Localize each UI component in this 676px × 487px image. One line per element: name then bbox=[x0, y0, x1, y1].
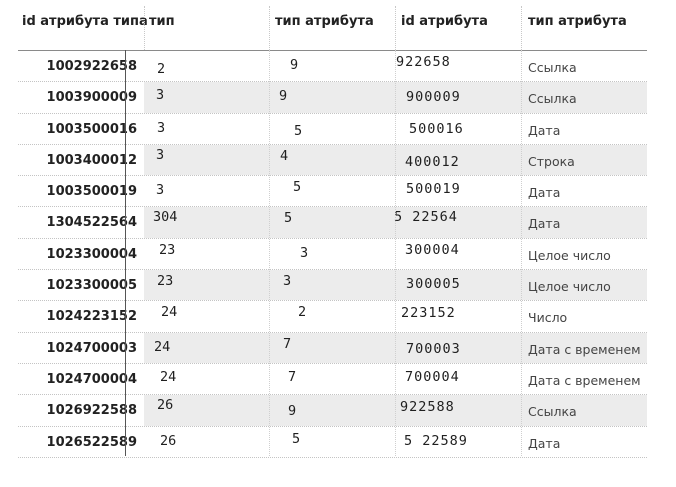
cell-type: 3 bbox=[156, 182, 165, 199]
cell-type: 26 bbox=[157, 397, 174, 414]
cell-attr-type-name: Целое число bbox=[528, 247, 611, 263]
id-column-divider bbox=[125, 50, 126, 456]
cell-type: 3 bbox=[157, 119, 166, 136]
table-row: 1304522564 304 5 5 22564 Дата bbox=[18, 207, 647, 239]
header-type: тип bbox=[149, 14, 175, 29]
cell-attr-id: 700003 bbox=[406, 340, 461, 357]
cell-attr-type-id: 1026922588 bbox=[46, 403, 137, 419]
cell-attr-type-id: 1024700004 bbox=[46, 371, 137, 387]
cell-attr-type: 9 bbox=[279, 88, 288, 105]
cell-attr-type: 5 bbox=[294, 122, 303, 139]
cell-attr-type-name: Ссылка bbox=[528, 404, 577, 420]
table-row: 1003500016 3 5 500016 Дата bbox=[18, 114, 647, 145]
cell-attr-type: 5 bbox=[292, 430, 301, 447]
attribute-table: id атрибута типа тип тип атрибута id атр… bbox=[18, 0, 647, 458]
cell-type: 24 bbox=[154, 338, 171, 355]
cell-attr-type-name: Целое число bbox=[528, 279, 611, 295]
cell-type: 24 bbox=[161, 304, 178, 321]
cell-attr-id: 922588 bbox=[400, 399, 455, 416]
cell-attr-type-id: 1003500019 bbox=[46, 184, 137, 200]
header-divider bbox=[521, 6, 522, 50]
header-divider bbox=[269, 6, 270, 50]
cell-attr-type-name: Ссылка bbox=[528, 60, 577, 75]
cell-attr-type: 7 bbox=[283, 335, 292, 352]
cell-type: 23 bbox=[157, 273, 174, 290]
table-row: 1023300004 23 3 300004 Целое число bbox=[18, 239, 647, 271]
table-row: 1026522589 26 5 5 22589 Дата bbox=[18, 427, 647, 458]
cell-attr-id: 5 22564 bbox=[394, 209, 458, 226]
cell-attr-id: 922658 bbox=[396, 54, 451, 70]
cell-attr-id: 400012 bbox=[405, 153, 460, 170]
cell-attr-type: 9 bbox=[290, 57, 299, 73]
table-body: 1002922658 2 9 922658 Ссылка 1003900009 3 9 9000… bbox=[18, 51, 647, 458]
cell-attr-type-id: 1304522564 bbox=[46, 215, 137, 231]
cell-attr-type-id: 1026522589 bbox=[46, 434, 137, 450]
cell-attr-type-id: 1024700003 bbox=[46, 340, 137, 356]
cell-attr-type-name: Ссылка bbox=[528, 91, 577, 107]
cell-attr-id: 5 22589 bbox=[404, 432, 468, 449]
cell-type: 26 bbox=[160, 432, 177, 449]
cell-attr-id: 223152 bbox=[401, 305, 456, 322]
column-divider bbox=[395, 50, 396, 456]
table-row: 1024700003 24 7 700003 Дата с временем bbox=[18, 332, 647, 364]
table-row: 1003900009 3 9 900009 Ссылка bbox=[18, 82, 647, 114]
table-row: 1024223152 24 2 223152 Число bbox=[18, 301, 647, 333]
cell-attr-type-id: 1003900009 bbox=[46, 90, 137, 106]
cell-attr-type-id: 1003500016 bbox=[46, 121, 137, 137]
header-divider bbox=[395, 6, 396, 50]
cell-attr-type-id: 1003400012 bbox=[46, 152, 137, 168]
cell-attr-id: 900009 bbox=[406, 89, 461, 106]
table-row: 1024700004 24 7 700004 Дата с временем bbox=[18, 364, 647, 396]
table-row: 1023300005 23 3 300005 Целое число bbox=[18, 270, 647, 302]
cell-attr-type-name: Дата с временем bbox=[528, 372, 641, 388]
cell-type: 2 bbox=[157, 61, 166, 77]
cell-attr-type: 2 bbox=[298, 304, 307, 321]
cell-attr-type-name: Дата bbox=[528, 216, 561, 232]
header-attr-id: id атрибута bbox=[401, 14, 488, 29]
cell-attr-type-id: 1002922658 bbox=[46, 59, 137, 74]
cell-attr-type: 5 bbox=[293, 179, 302, 196]
cell-attr-type: 3 bbox=[300, 244, 309, 261]
cell-attr-id: 300004 bbox=[405, 241, 460, 258]
header-divider bbox=[144, 6, 145, 50]
cell-attr-type-id: 1023300005 bbox=[46, 278, 137, 294]
cell-attr-id: 700004 bbox=[405, 368, 460, 385]
cell-attr-type: 9 bbox=[288, 403, 297, 420]
cell-attr-id: 500019 bbox=[406, 181, 461, 198]
cell-type: 3 bbox=[156, 146, 165, 163]
cell-attr-type: 7 bbox=[288, 368, 297, 385]
cell-attr-type-name: Дата bbox=[528, 122, 561, 138]
header-attr-type-name: тип атрибута bbox=[528, 14, 627, 29]
cell-attr-type: 5 bbox=[284, 210, 293, 227]
cell-attr-type-name: Дата bbox=[528, 185, 561, 201]
header-attr-type: тип атрибута bbox=[275, 14, 374, 29]
cell-type: 3 bbox=[156, 87, 165, 104]
cell-type: 304 bbox=[153, 209, 178, 226]
cell-attr-type: 4 bbox=[280, 147, 289, 164]
table-row: 1026922588 26 9 922588 Ссылка bbox=[18, 395, 647, 427]
cell-attr-type: 3 bbox=[283, 273, 292, 290]
cell-type: 24 bbox=[160, 368, 177, 385]
cell-attr-type-name: Дата bbox=[528, 435, 561, 451]
column-divider bbox=[269, 50, 270, 456]
cell-attr-type-name: Дата с временем bbox=[528, 341, 641, 357]
cell-attr-id: 300005 bbox=[406, 276, 461, 293]
cell-attr-type-id: 1024223152 bbox=[46, 309, 137, 325]
cell-attr-type-name: Строка bbox=[528, 153, 575, 169]
table-row: 1003400012 3 4 400012 Строка bbox=[18, 144, 647, 177]
table-row: 1002922658 2 9 922658 Ссылка bbox=[18, 51, 647, 83]
column-divider bbox=[521, 50, 522, 456]
cell-attr-type-id: 1023300004 bbox=[46, 246, 137, 262]
header-attr-type-id: id атрибута типа bbox=[22, 14, 148, 29]
cell-attr-id: 500016 bbox=[409, 120, 464, 137]
cell-attr-type-name: Число bbox=[528, 310, 568, 326]
table-header: id атрибута типа тип тип атрибута id атр… bbox=[18, 0, 647, 51]
table-row: 1003500019 3 5 500019 Дата bbox=[18, 176, 647, 208]
cell-type: 23 bbox=[159, 241, 176, 258]
